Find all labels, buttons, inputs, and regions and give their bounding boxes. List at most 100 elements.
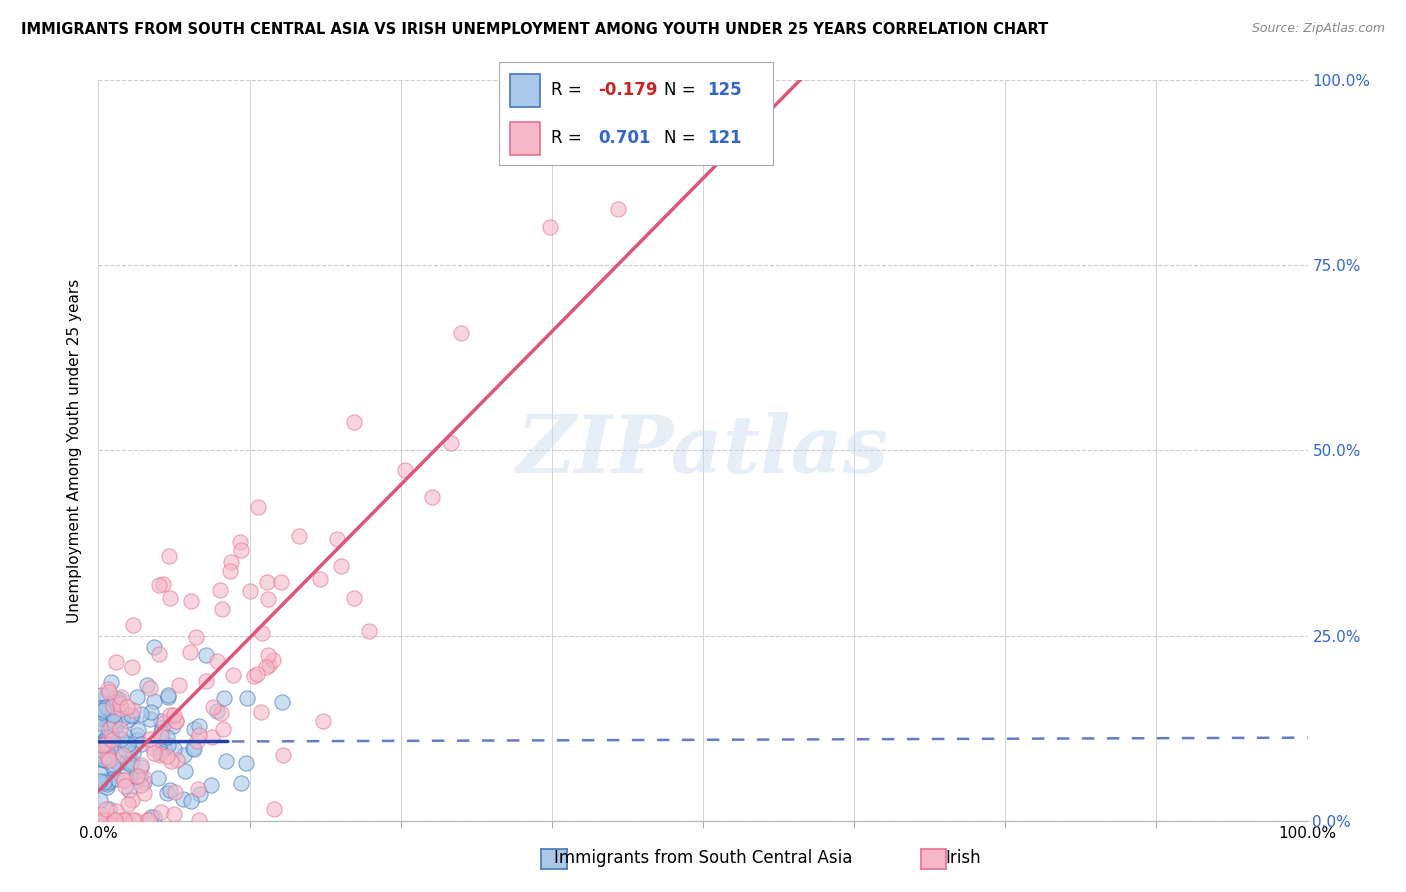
Point <box>186 630 208 644</box>
Point <box>89 767 111 781</box>
Point <box>450 326 472 341</box>
Point <box>118 747 141 761</box>
Point <box>97 681 120 696</box>
Point <box>112 813 135 827</box>
Point <box>93 775 115 789</box>
Point <box>98 700 121 714</box>
Point <box>186 733 208 747</box>
FancyBboxPatch shape <box>510 122 540 155</box>
Point <box>183 723 205 737</box>
Point <box>129 759 152 773</box>
Point <box>111 748 134 763</box>
Point <box>101 707 124 722</box>
Point <box>97 747 120 762</box>
Point <box>89 813 111 827</box>
Text: IMMIGRANTS FROM SOUTH CENTRAL ASIA VS IRISH UNEMPLOYMENT AMONG YOUTH UNDER 25 YE: IMMIGRANTS FROM SOUTH CENTRAL ASIA VS IR… <box>21 22 1049 37</box>
Point <box>270 695 292 709</box>
Point <box>105 772 128 787</box>
Point <box>117 754 139 768</box>
Point <box>174 764 197 778</box>
Point <box>100 720 122 734</box>
Point <box>134 774 156 789</box>
Point <box>90 743 112 757</box>
Point <box>136 813 159 827</box>
Point <box>139 712 162 726</box>
Point <box>229 542 252 557</box>
Point <box>219 564 242 578</box>
Point <box>104 690 127 705</box>
Point <box>214 691 236 706</box>
Point <box>94 802 117 816</box>
Point <box>235 691 257 706</box>
Point <box>94 749 117 764</box>
Point <box>229 535 252 549</box>
Point <box>120 708 142 723</box>
Point <box>104 813 127 827</box>
Point <box>115 699 138 714</box>
Point <box>128 769 150 783</box>
Point <box>90 701 112 715</box>
Point <box>89 774 111 789</box>
Point <box>149 725 172 739</box>
Point <box>97 711 120 725</box>
Point <box>94 750 117 764</box>
Point <box>159 783 181 797</box>
Point <box>98 685 121 699</box>
Point <box>108 722 131 736</box>
Point <box>181 741 204 756</box>
Point <box>90 738 112 752</box>
Point <box>150 805 173 819</box>
Point <box>91 738 114 752</box>
Point <box>538 220 561 235</box>
Text: ZIPatlas: ZIPatlas <box>517 412 889 489</box>
Point <box>149 729 172 743</box>
Point <box>159 708 181 723</box>
Point <box>271 747 294 762</box>
Point <box>127 732 149 747</box>
Point <box>103 714 125 728</box>
Point <box>142 640 165 654</box>
Point <box>103 717 125 731</box>
Point <box>121 709 143 723</box>
Point <box>212 722 235 736</box>
Point <box>326 533 349 547</box>
Point <box>150 714 173 728</box>
Point <box>142 694 165 708</box>
Point <box>156 786 179 800</box>
Point <box>129 779 152 793</box>
Point <box>205 654 228 668</box>
Point <box>270 575 292 590</box>
Point <box>229 775 252 789</box>
Point <box>257 658 280 673</box>
Point <box>257 648 280 662</box>
Point <box>146 771 169 785</box>
Text: 125: 125 <box>707 81 742 99</box>
Point <box>118 757 141 772</box>
Point <box>188 719 211 733</box>
Point <box>91 813 114 827</box>
Point <box>89 813 111 827</box>
Point <box>179 645 201 659</box>
Point <box>148 578 170 592</box>
Point <box>90 688 112 702</box>
Point <box>91 752 114 766</box>
Point <box>118 783 141 797</box>
Text: 0.701: 0.701 <box>598 129 651 147</box>
Point <box>167 678 190 692</box>
Point <box>117 737 139 751</box>
Point <box>111 707 134 722</box>
Point <box>90 723 112 737</box>
Point <box>173 747 195 762</box>
Point <box>121 660 143 674</box>
Point <box>96 772 118 787</box>
Point <box>205 704 228 718</box>
Point <box>247 500 270 515</box>
Point <box>127 769 149 783</box>
Point <box>104 696 127 710</box>
Point <box>97 802 120 816</box>
Point <box>91 752 114 766</box>
Point <box>115 713 138 727</box>
Point <box>195 648 218 663</box>
Point <box>122 746 145 760</box>
Point <box>101 732 124 747</box>
